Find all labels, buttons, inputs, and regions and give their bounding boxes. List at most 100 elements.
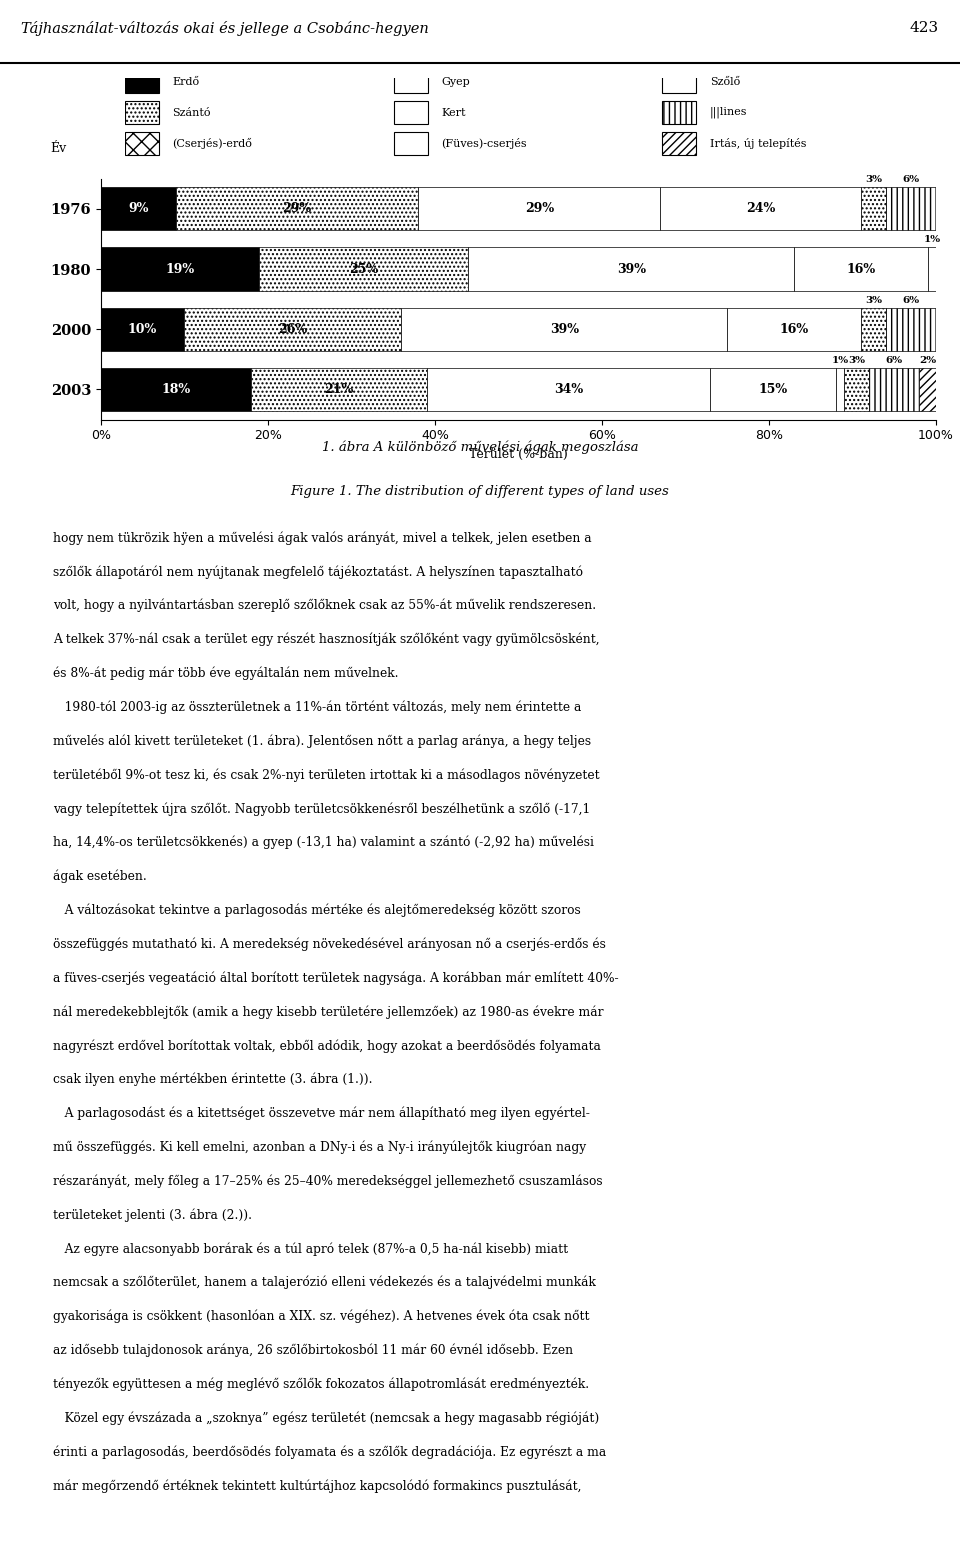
Text: 18%: 18%	[161, 382, 190, 396]
Text: 6%: 6%	[902, 295, 920, 305]
Bar	[101, 368, 252, 412]
Text: 3%: 3%	[848, 356, 865, 365]
Text: 1980-tól 2003-ig az összterületnek a 11%-án történt változás, mely nem érintette: 1980-tól 2003-ig az összterületnek a 11%…	[53, 701, 581, 713]
Text: Év: Év	[51, 141, 67, 155]
Bar	[869, 368, 920, 412]
Bar	[886, 186, 936, 230]
Bar	[176, 186, 419, 230]
Bar	[184, 308, 401, 351]
Bar	[401, 308, 728, 351]
Bar	[101, 186, 176, 230]
Text: 10%: 10%	[128, 323, 157, 336]
Bar	[394, 70, 427, 93]
Text: már megőrzendő értéknek tekintett kultúrtájhoz kapcsolódó formakincs pusztulását: már megőrzendő értéknek tekintett kultúr…	[53, 1479, 582, 1492]
Text: 26%: 26%	[278, 323, 307, 336]
Text: 1%: 1%	[831, 356, 849, 365]
Text: 3%: 3%	[865, 295, 882, 305]
Text: nemcsak a szőlőterület, hanem a talajerózió elleni védekezés és a talajvédelmi : nemcsak a szőlőterület, hanem a talajero…	[53, 1276, 595, 1290]
Bar	[662, 132, 696, 155]
Text: 39%: 39%	[616, 263, 646, 275]
Text: Irtás, új telepítés: Irtás, új telepítés	[709, 138, 806, 149]
Text: részarányát, mely főleg a 17–25% és 25–40% meredekséggel jellemezhető csuszamlás: részarányát, mely főleg a 17–25% és 25–4…	[53, 1175, 603, 1187]
Text: 1. ábra A különböző művelési ágak megoszlása: 1. ábra A különböző művelési ágak megosz…	[322, 440, 638, 454]
Bar	[861, 308, 886, 351]
Text: Kert: Kert	[441, 107, 466, 118]
Bar	[794, 247, 927, 291]
Bar	[125, 132, 158, 155]
Text: ha, 14,4%-os területcsökkenés) a gyep (-13,1 ha) valamint a szántó (-2,92 ha) mű: ha, 14,4%-os területcsökkenés) a gyep (-…	[53, 836, 594, 850]
Text: területeket jelenti (3. ábra (2.)).: területeket jelenti (3. ábra (2.)).	[53, 1209, 252, 1221]
Text: 29%: 29%	[525, 202, 554, 216]
Bar	[662, 101, 696, 124]
Bar	[861, 186, 886, 230]
Text: 6%: 6%	[902, 176, 920, 183]
Text: Szántó: Szántó	[172, 107, 211, 118]
Text: |||lines: |||lines	[709, 107, 748, 118]
Bar	[419, 186, 660, 230]
Bar	[468, 247, 794, 291]
Text: 25%: 25%	[349, 263, 378, 275]
Text: az idősebb tulajdonosok aránya, 26 szőlőbirtokosból 11 már 60 évnél idősebb. Eze: az idősebb tulajdonosok aránya, 26 szőlő…	[53, 1344, 573, 1357]
Text: Tájhasználat-változás okai és jellege a Csobánc-hegyen: Tájhasználat-változás okai és jellege a …	[21, 20, 429, 36]
Text: A parlagosodást és a kitettséget összevetve már nem állapítható meg ilyen egyért: A parlagosodást és a kitettséget összeve…	[53, 1106, 589, 1120]
Bar	[426, 368, 710, 412]
Text: 19%: 19%	[165, 263, 195, 275]
Text: (Füves)-cserjés: (Füves)-cserjés	[441, 138, 527, 149]
Bar	[920, 368, 936, 412]
Text: Közel egy évszázada a „szoknya” egész területét (nemcsak a hegy magasabb régiójá: Közel egy évszázada a „szoknya” egész te…	[53, 1411, 599, 1425]
Text: 3%: 3%	[865, 176, 882, 183]
Bar	[927, 247, 936, 291]
Text: nál meredekebblejtők (amik a hegy kisebb területére jellemzőek) az 1980-as évekr: nál meredekebblejtők (amik a hegy kisebb…	[53, 1005, 603, 1019]
Bar	[252, 368, 426, 412]
Text: A telkek 37%-nál csak a terület egy részét hasznosítják szőlőként vagy gyümölcsö: A telkek 37%-nál csak a terület egy rész…	[53, 632, 599, 646]
Bar	[125, 70, 158, 93]
Text: 1%: 1%	[924, 235, 941, 244]
Text: nagyrészt erdővel borítottak voltak, ebből adódik, hogy azokat a beerdősödés fol: nagyrészt erdővel borítottak voltak, ebb…	[53, 1040, 601, 1052]
Text: volt, hogy a nyilvántartásban szereplő szőlőknek csak az 55%-át művelik rendszer: volt, hogy a nyilvántartásban szereplő s…	[53, 598, 596, 612]
Text: 21%: 21%	[324, 382, 353, 396]
Text: vagy telepítettek újra szőlőt. Nagyobb területcsökkenésről beszélhetünk a szőlő : vagy telepítettek újra szőlőt. Nagyobb t…	[53, 802, 590, 816]
Text: 2%: 2%	[919, 356, 936, 365]
Text: 6%: 6%	[886, 356, 902, 365]
Text: 16%: 16%	[847, 263, 876, 275]
Bar	[394, 101, 427, 124]
Bar	[101, 308, 184, 351]
Bar	[728, 308, 861, 351]
Text: Szőlő: Szőlő	[709, 76, 740, 87]
Bar	[836, 368, 844, 412]
Text: és 8%-át pedig már több éve egyáltalán nem művelnek.: és 8%-át pedig már több éve egyáltalán n…	[53, 667, 398, 681]
Text: művelés alól kivett területeket (1. ábra). Jelentősen nőtt a parlag aránya, a he: művelés alól kivett területeket (1. ábra…	[53, 735, 591, 747]
Text: érinti a parlagosodás, beerdősödés folyamata és a szőlők degradációja. Ez egyrés: érinti a parlagosodás, beerdősödés folya…	[53, 1445, 606, 1459]
Text: gyakorisága is csökkent (hasonlóan a XIX. sz. végéhez). A hetvenes évek óta csak: gyakorisága is csökkent (hasonlóan a XIX…	[53, 1310, 589, 1324]
Text: 34%: 34%	[554, 382, 583, 396]
Bar	[125, 101, 158, 124]
Text: ágak esetében.: ágak esetében.	[53, 870, 147, 883]
Bar	[662, 70, 696, 93]
Bar	[101, 247, 259, 291]
Bar	[886, 308, 936, 351]
Text: Erdő: Erdő	[172, 76, 200, 87]
Bar	[259, 247, 468, 291]
Text: Gyep: Gyep	[441, 76, 469, 87]
Text: szőlők állapotáról nem nyújtanak megfelelő tájékoztatást. A helyszínen tapasztal: szőlők állapotáról nem nyújtanak megfele…	[53, 566, 583, 578]
Bar	[710, 368, 836, 412]
Bar	[394, 132, 427, 155]
Bar	[844, 368, 869, 412]
Text: 9%: 9%	[129, 202, 149, 216]
Text: tényezők együttesen a még meglévő szőlők fokozatos állapotromlását eredményezték: tényezők együttesen a még meglévő szőlők…	[53, 1377, 588, 1391]
Bar	[660, 186, 861, 230]
Text: területéből 9%-ot tesz ki, és csak 2%-nyi területen irtottak ki a másodlagos növ: területéből 9%-ot tesz ki, és csak 2%-ny…	[53, 768, 599, 782]
Text: 39%: 39%	[550, 323, 579, 336]
Text: (Cserjés)-erdő: (Cserjés)-erdő	[172, 138, 252, 149]
Text: Az egyre alacsonyabb borárak és a túl apró telek (87%-a 0,5 ha-nál kisebb) miatt: Az egyre alacsonyabb borárak és a túl ap…	[53, 1242, 568, 1256]
Text: Figure 1. The distribution of different types of land uses: Figure 1. The distribution of different …	[291, 485, 669, 499]
Text: a füves-cserjés vegeatáció által borított területek nagysága. A korábban már eml: a füves-cserjés vegeatáció által borítot…	[53, 971, 618, 985]
Text: 29%: 29%	[282, 202, 312, 216]
Text: A változásokat tekintve a parlagosodás mértéke és alejtőmeredekség között szoros: A változásokat tekintve a parlagosodás m…	[53, 903, 581, 917]
Text: hogy nem tükrözik hÿen a művelési ágak valós arányát, mivel a telkek, jelen eset: hogy nem tükrözik hÿen a művelési ágak v…	[53, 531, 591, 545]
Text: 15%: 15%	[758, 382, 788, 396]
Text: összefüggés mutatható ki. A meredekség növekedésével arányosan nő a cserjés-erdő: összefüggés mutatható ki. A meredekség n…	[53, 937, 606, 951]
Text: 423: 423	[910, 22, 939, 36]
Text: mű összefüggés. Ki kell emelni, azonban a DNy-i és a Ny-i irányúlejtők kiugróan : mű összefüggés. Ki kell emelni, azonban …	[53, 1141, 586, 1155]
Text: csak ilyen enyhe mértékben érintette (3. ábra (1.)).: csak ilyen enyhe mértékben érintette (3.…	[53, 1072, 372, 1086]
